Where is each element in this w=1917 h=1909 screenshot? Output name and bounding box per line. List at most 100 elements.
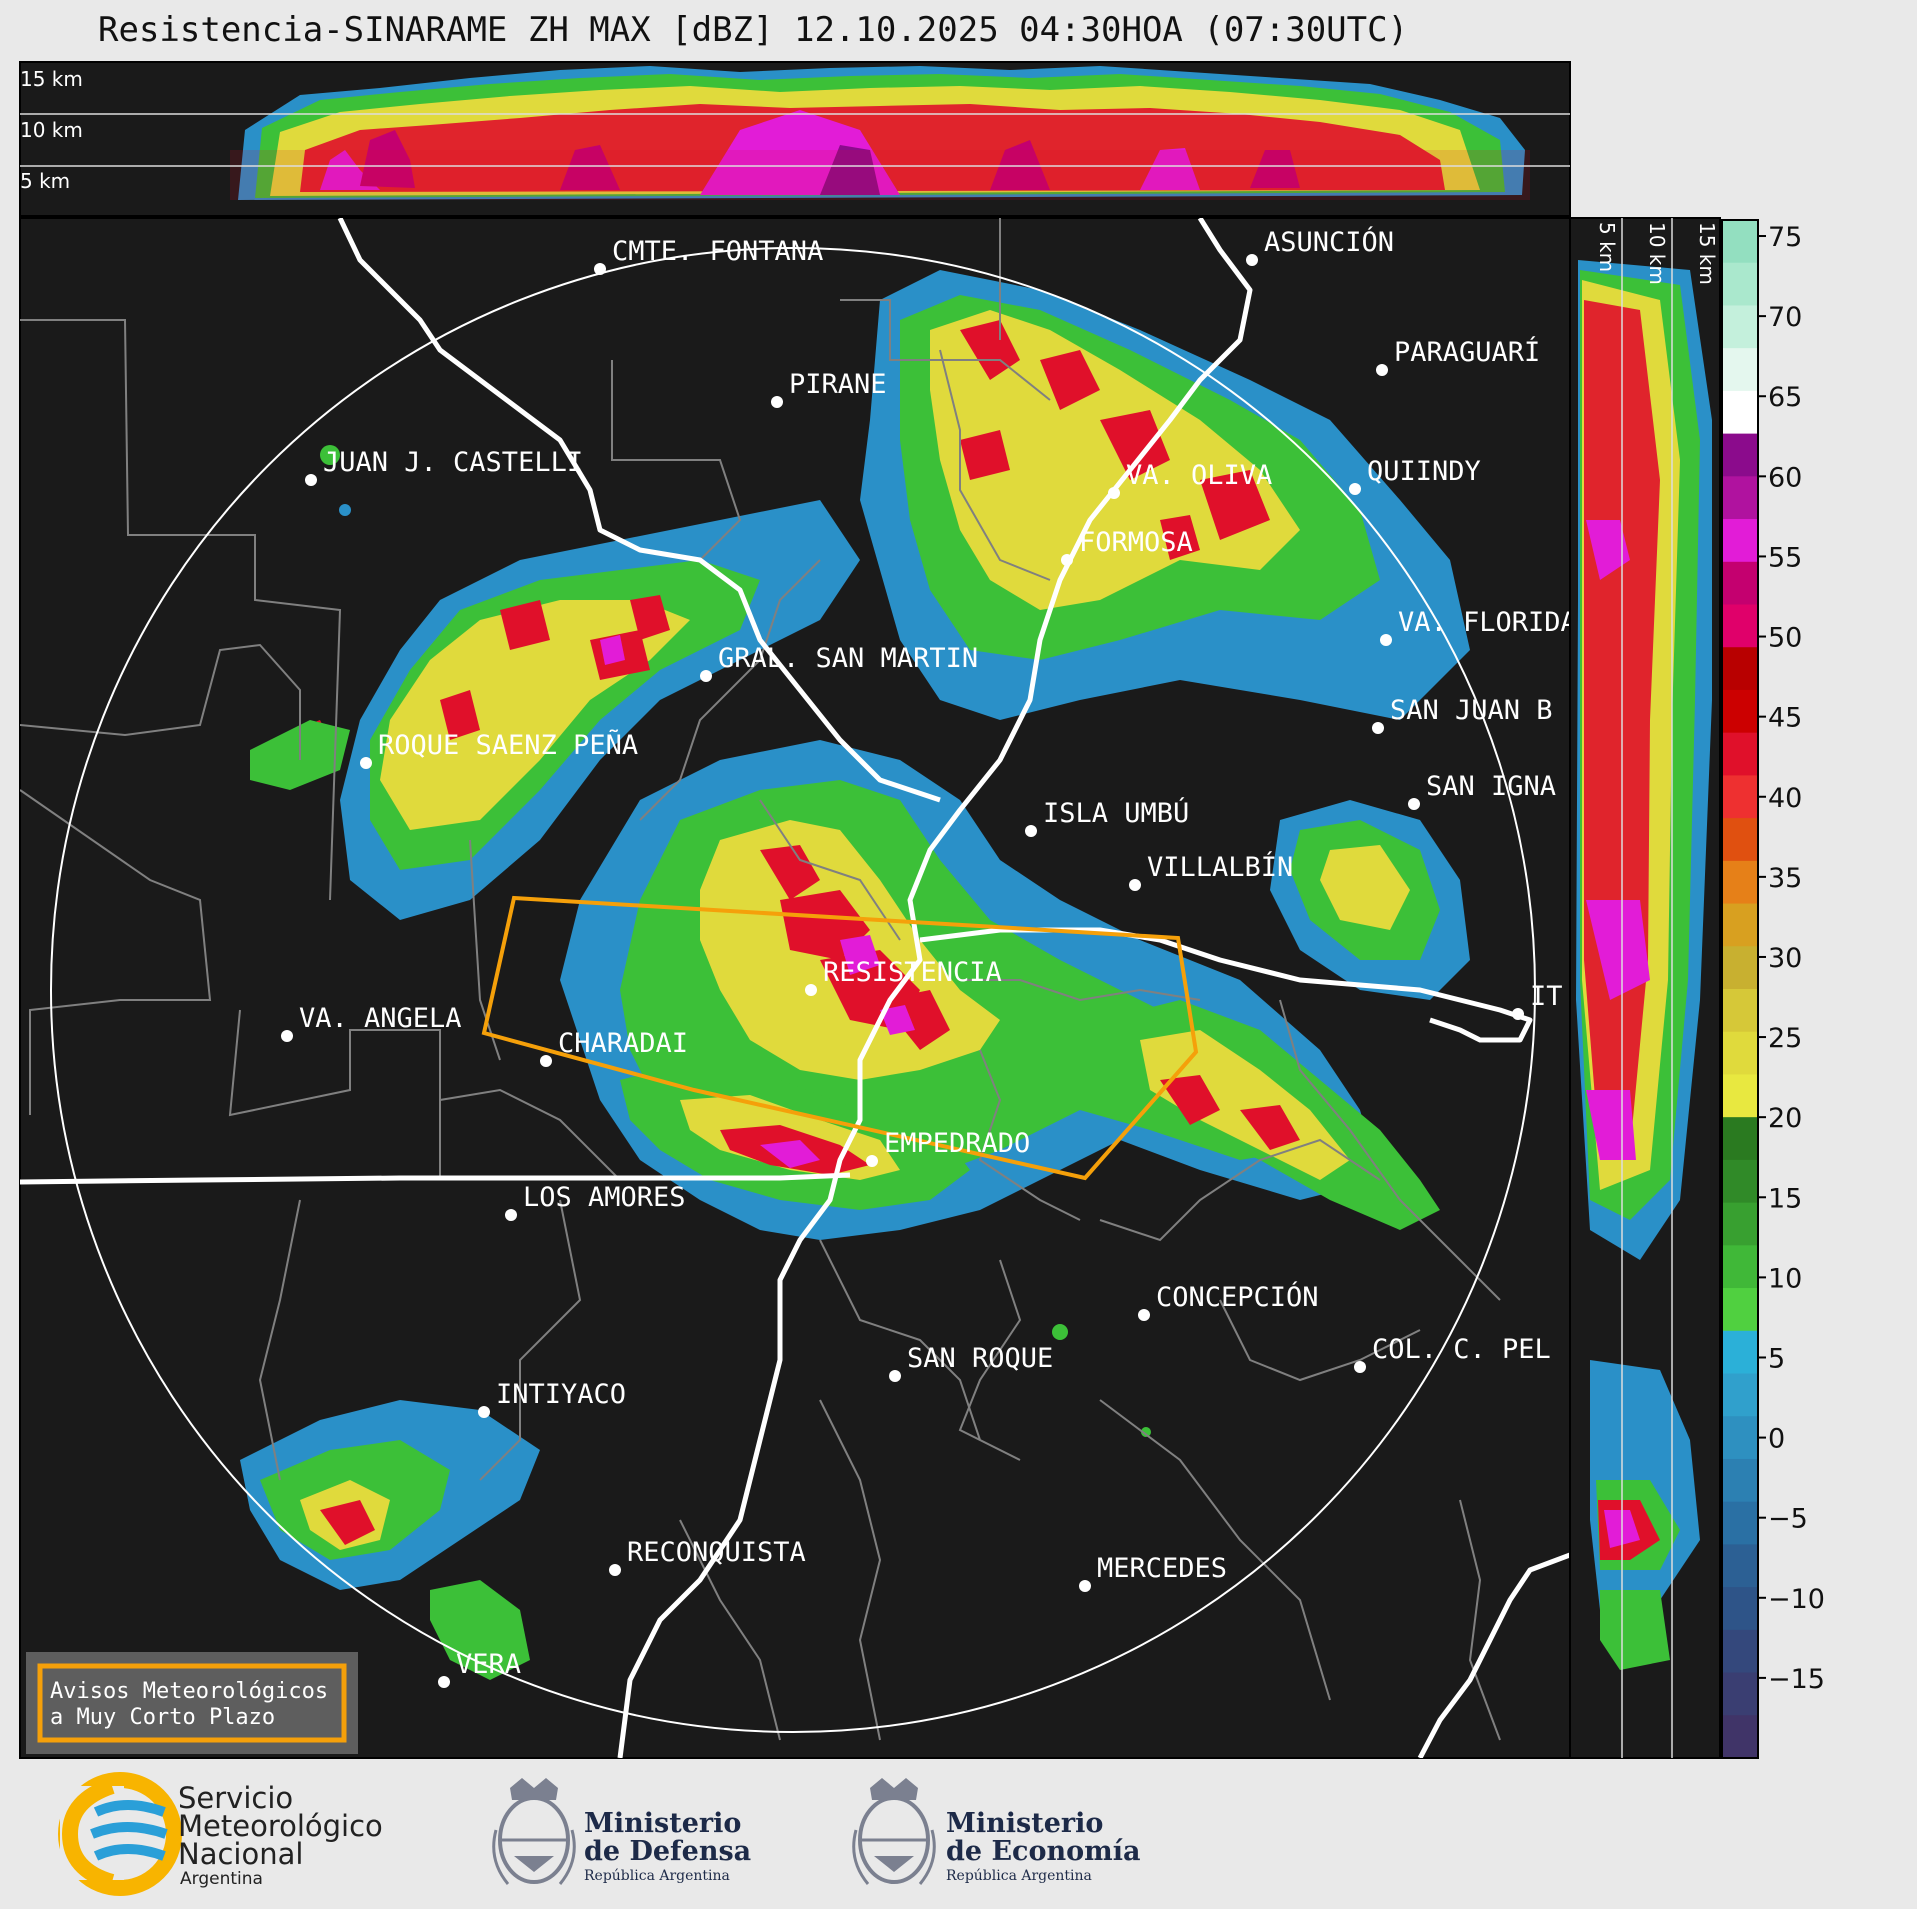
colorbar-band xyxy=(1722,1587,1758,1631)
colorbar-band xyxy=(1722,348,1758,392)
city-marker xyxy=(1025,825,1037,837)
smn-logo-line3: Nacional xyxy=(178,1837,303,1871)
colorbar-band xyxy=(1722,476,1758,520)
city-san-igna: SAN IGNA xyxy=(1408,771,1556,810)
colorbar-tick-label: 15 xyxy=(1768,1183,1802,1214)
city-label: PARAGUARÍ xyxy=(1394,336,1540,368)
colorbar-tick-label: 30 xyxy=(1768,943,1802,974)
city-marker xyxy=(505,1209,517,1221)
city-label: INTIYACO xyxy=(496,1379,626,1410)
city-label: IT xyxy=(1530,981,1563,1012)
city-marker xyxy=(305,474,317,486)
city-marker xyxy=(1376,364,1388,376)
city-label: ASUNCIÓN xyxy=(1264,226,1394,258)
side-cross-section-panel: 5 km 10 km 15 km xyxy=(1569,217,1721,1759)
argentina-coat-of-arms-icon xyxy=(852,1778,936,1885)
side-height-label-15km: 15 km xyxy=(1695,222,1719,285)
city-villalb-n: VILLALBÍN xyxy=(1129,851,1293,891)
city-marker xyxy=(1246,254,1258,266)
city-marker xyxy=(866,1155,878,1167)
city-label: CMTE. FONTANA xyxy=(612,236,823,267)
defensa-logo-line3: República Argentina xyxy=(584,1868,730,1884)
city-marker xyxy=(360,757,372,769)
city-isla-umb-: ISLA UMBÚ xyxy=(1025,797,1189,837)
colorbar-band xyxy=(1722,689,1758,734)
map-title: Resistencia-SINARAME ZH MAX [dBZ] 12.10.… xyxy=(98,10,1409,50)
city-label: SAN JUAN B xyxy=(1390,695,1553,726)
city-juan-j-castelli: JUAN J. CASTELLI xyxy=(305,447,583,486)
colorbar-tick-label: 20 xyxy=(1768,1103,1802,1134)
height-label-15km: 15 km xyxy=(20,67,83,91)
city-roque-saenz-pe-a: ROQUE SAENZ PEÑA xyxy=(360,729,638,769)
smn-logo-line1: Servicio xyxy=(178,1781,293,1815)
city-label: SAN IGNA xyxy=(1426,771,1556,802)
colorbar-tick-label: 0 xyxy=(1768,1424,1785,1455)
radar-map-panel: CMTE. FONTANA ASUNCIÓN PARAGUARÍ PIRANE JUAN… xyxy=(19,217,1577,1759)
city-it: IT xyxy=(1512,981,1563,1020)
city-gral-san-martin: GRAL. SAN MARTIN xyxy=(700,643,978,682)
colorbar-tick-label: −10 xyxy=(1768,1584,1825,1615)
city-label: MERCEDES xyxy=(1097,1553,1227,1584)
city-san-roque: SAN ROQUE xyxy=(889,1343,1053,1382)
city-label: QUIINDY xyxy=(1367,456,1481,487)
colorbar-tick-label: 55 xyxy=(1768,542,1802,573)
ministerio-economia-logo: Ministerio de Economía República Argenti… xyxy=(852,1778,1140,1885)
city-label: GRAL. SAN MARTIN xyxy=(718,643,978,674)
colorbar-band xyxy=(1722,1031,1758,1076)
colorbar-tick-label: 50 xyxy=(1768,623,1802,654)
height-label-5km: 5 km xyxy=(20,169,70,193)
city-marker xyxy=(478,1406,490,1418)
city-label: VA. FLORIDA xyxy=(1398,607,1577,638)
colorbar-band xyxy=(1722,818,1758,862)
colorbar-band xyxy=(1722,1245,1758,1289)
city-label: LOS AMORES xyxy=(523,1182,686,1213)
city-marker xyxy=(609,1564,621,1576)
city-marker xyxy=(805,984,817,996)
city-marker xyxy=(438,1676,450,1688)
city-marker xyxy=(281,1030,293,1042)
city-label: RESISTENCIA xyxy=(823,957,1002,988)
colorbar-band xyxy=(1722,860,1758,905)
city-label: CONCEPCIÓN xyxy=(1156,1281,1319,1313)
radar-reflectivity-echoes xyxy=(240,270,1470,1680)
colorbar-band xyxy=(1722,262,1758,307)
warning-polygon[interactable] xyxy=(481,895,1199,1181)
colorbar-tick-label: 35 xyxy=(1768,863,1802,894)
colorbar-tick-label: −5 xyxy=(1768,1504,1808,1535)
height-label-10km: 10 km xyxy=(20,118,83,142)
city-marker xyxy=(1372,722,1384,734)
city-formosa: FORMOSA xyxy=(1061,527,1193,566)
colorbar-tick-label: 65 xyxy=(1768,382,1802,413)
city-marker xyxy=(700,670,712,682)
colorbar-band xyxy=(1722,1373,1758,1417)
colorbar-tick-label: 40 xyxy=(1768,783,1802,814)
city-label: COL. C. PEL xyxy=(1372,1334,1551,1365)
city-label: EMPEDRADO xyxy=(884,1128,1030,1159)
city-paraguar-: PARAGUARÍ xyxy=(1376,336,1540,376)
warning-legend-line1: Avisos Meteorológicos xyxy=(50,1679,328,1704)
warning-legend-line2: a Muy Corto Plazo xyxy=(50,1705,275,1730)
city-va-florida: VA. FLORIDA xyxy=(1380,607,1577,646)
colorbar-tick-label: 45 xyxy=(1768,703,1802,734)
colorbar-band xyxy=(1722,775,1758,819)
smn-logo: Servicio Meteorológico Nacional Argentin… xyxy=(58,1772,383,1896)
colorbar-tick-label: 25 xyxy=(1768,1023,1802,1054)
colorbar-band xyxy=(1722,561,1758,606)
city-label: VA. ANGELA xyxy=(299,1003,462,1034)
colorbar-band xyxy=(1722,1202,1758,1246)
colorbar-band xyxy=(1722,1629,1758,1674)
colorbar-frame xyxy=(1721,219,1759,1759)
warning-legend-box: Avisos Meteorológicos a Muy Corto Plazo xyxy=(26,1652,358,1754)
city-san-juan-b: SAN JUAN B xyxy=(1372,695,1553,734)
defensa-logo-line1: Ministerio xyxy=(584,1808,741,1839)
city-vera: VERA xyxy=(438,1649,521,1688)
city-marker xyxy=(1129,879,1141,891)
colorbar-band xyxy=(1722,732,1758,776)
city-labels: CMTE. FONTANA ASUNCIÓN PARAGUARÍ PIRANE JUAN… xyxy=(281,226,1577,1688)
city-label: PIRANE xyxy=(789,369,887,400)
city-resistencia: RESISTENCIA xyxy=(805,957,1002,996)
city-marker xyxy=(1380,634,1392,646)
economia-logo-line1: Ministerio xyxy=(946,1808,1103,1839)
